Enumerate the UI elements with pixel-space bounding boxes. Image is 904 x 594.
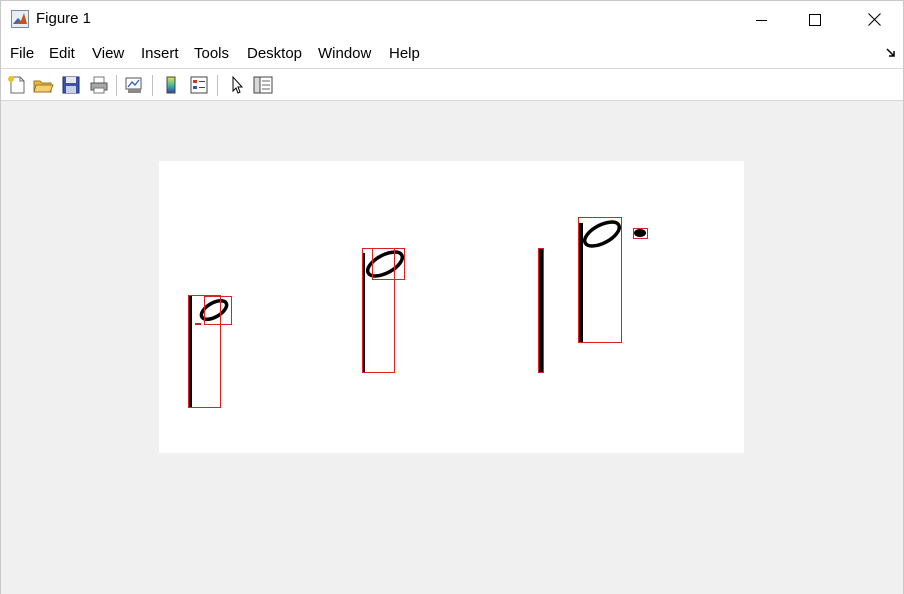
window-title: Figure 1 xyxy=(36,10,92,27)
close-icon xyxy=(867,13,881,26)
maximize-icon xyxy=(809,13,821,26)
insert-legend-icon[interactable] xyxy=(188,74,210,96)
note-2 xyxy=(362,248,405,373)
maximize-button[interactable] xyxy=(792,1,838,38)
dock-arrow-icon[interactable] xyxy=(885,47,897,59)
toolbar-separator xyxy=(116,75,117,96)
note-1-head-bbox xyxy=(204,296,232,325)
minimize-button[interactable] xyxy=(739,1,785,38)
note-1-bbox xyxy=(188,295,221,408)
menu-help[interactable]: Help xyxy=(389,45,420,62)
menu-desktop[interactable]: Desktop xyxy=(247,45,303,62)
dot-bbox xyxy=(633,228,648,239)
note-1-stem xyxy=(188,296,192,407)
property-inspector-icon[interactable] xyxy=(252,74,274,96)
note-2-head-bbox xyxy=(372,248,405,280)
menu-insert[interactable]: Insert xyxy=(141,45,179,62)
toolbar-separator xyxy=(217,75,218,96)
note-1-head xyxy=(199,298,229,322)
new-figure-icon[interactable] xyxy=(6,74,28,96)
close-button[interactable] xyxy=(851,1,897,38)
menu-tools[interactable]: Tools xyxy=(194,45,230,62)
note-2-stem xyxy=(362,253,365,372)
toolbar-separator xyxy=(152,75,153,96)
minimize-icon xyxy=(756,19,767,21)
bar-line-bbox xyxy=(538,248,544,373)
note-1 xyxy=(188,295,232,408)
menu-file[interactable]: File xyxy=(10,45,35,62)
menu-edit[interactable]: Edit xyxy=(49,45,75,62)
bar-line xyxy=(538,248,544,373)
toolbar xyxy=(1,68,903,101)
note-3-stem xyxy=(579,223,583,342)
edit-plot-icon[interactable] xyxy=(226,74,248,96)
note-1-mark xyxy=(195,323,201,325)
matlab-icon xyxy=(11,10,29,28)
bar-line-stroke xyxy=(538,249,543,372)
dot xyxy=(633,228,648,239)
link-plot-icon[interactable] xyxy=(123,74,145,96)
note-3-bbox xyxy=(578,217,622,343)
note-3-head xyxy=(582,220,622,248)
open-file-icon[interactable] xyxy=(32,74,54,96)
note-3 xyxy=(578,217,622,343)
note-2-head xyxy=(365,250,405,278)
menu-bar: File Edit View Insert Tools Desktop Wind… xyxy=(1,38,903,68)
save-icon[interactable] xyxy=(60,74,82,96)
print-icon[interactable] xyxy=(88,74,110,96)
insert-colorbar-icon[interactable] xyxy=(160,74,182,96)
menu-view[interactable]: View xyxy=(92,45,125,62)
image-axes[interactable] xyxy=(159,161,744,453)
title-bar: Figure 1 xyxy=(1,1,903,38)
figure-canvas xyxy=(1,102,903,594)
menu-window[interactable]: Window xyxy=(318,45,372,62)
dot-mark xyxy=(634,229,646,237)
